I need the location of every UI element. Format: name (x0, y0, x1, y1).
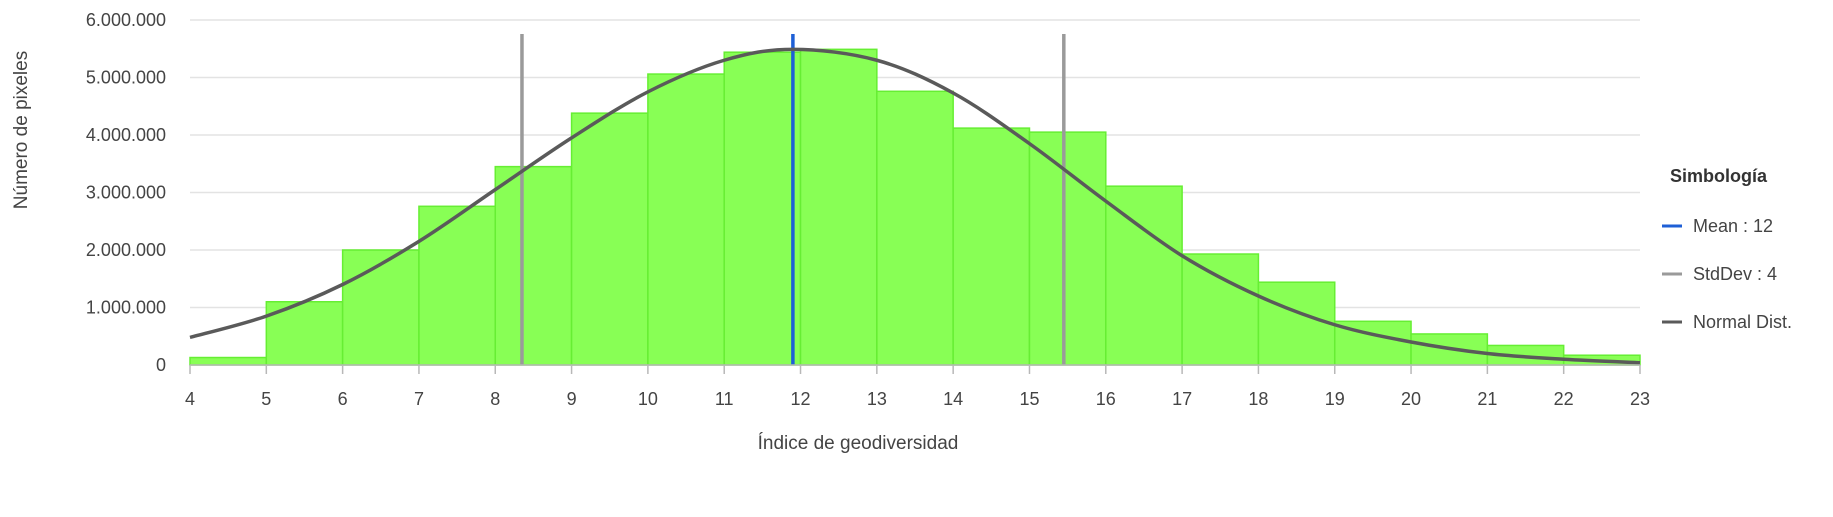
legend: Simbología Mean : 12 StdDev : 4 Normal Dis… (1662, 166, 1792, 332)
histogram-bar (723, 51, 802, 366)
x-tick-label: 13 (867, 389, 887, 409)
y-tick-label: 5.000.000 (86, 68, 166, 88)
histogram-bar (1181, 253, 1260, 366)
x-tick-label: 7 (414, 389, 424, 409)
y-tick-label: 4.000.000 (86, 125, 166, 145)
histogram-bar (799, 48, 878, 366)
x-tick-label: 20 (1401, 389, 1421, 409)
x-tick-label: 21 (1477, 389, 1497, 409)
x-tick-label: 4 (185, 389, 195, 409)
y-tick-label: 0 (156, 355, 166, 375)
x-tick-label: 8 (490, 389, 500, 409)
histogram-bar (570, 112, 649, 366)
x-axis-title: Índice de geodiversidad (758, 433, 959, 454)
y-tick-label: 1.000.000 (86, 298, 166, 318)
histogram-bars (189, 48, 1641, 366)
y-tick-label: 3.000.000 (86, 183, 166, 203)
x-tick-label: 18 (1248, 389, 1268, 409)
histogram-bar (876, 90, 954, 366)
legend-items: Mean : 12 StdDev : 4 Normal Dist. (1662, 216, 1792, 332)
legend-label: StdDev : 4 (1693, 264, 1777, 284)
histogram-bar (647, 73, 725, 366)
legend-title: Simbología (1670, 166, 1768, 186)
histogram-bar (418, 205, 497, 366)
legend-label: Mean : 12 (1693, 216, 1773, 236)
x-tick-label: 6 (338, 389, 348, 409)
x-tick-label: 11 (715, 389, 734, 409)
histogram-bar (952, 127, 1031, 366)
y-tick-label: 2.000.000 (86, 240, 166, 260)
histogram-bar (494, 165, 573, 366)
x-tick-label: 10 (638, 389, 658, 409)
x-tick-label: 15 (1019, 389, 1039, 409)
x-tick-label: 9 (567, 389, 577, 409)
x-tick-label: 19 (1325, 389, 1345, 409)
y-tick-label: 6.000.000 (86, 10, 166, 30)
normal-distribution-curve (189, 47, 1641, 365)
y-axis-title: Número de pixeles (11, 51, 32, 209)
x-tick-label: 16 (1096, 389, 1116, 409)
histogram-bar (1028, 131, 1107, 366)
histogram-bar (189, 356, 268, 366)
x-tick-label: 12 (791, 389, 811, 409)
histogram-bar (341, 249, 420, 366)
x-tick-label: 5 (261, 389, 271, 409)
legend-label: Normal Dist. (1693, 312, 1792, 332)
axes (189, 364, 1641, 374)
reference-lines (520, 34, 1066, 365)
histogram-bar (1257, 281, 1336, 366)
x-tick-label: 14 (943, 389, 963, 409)
normal-curve-layer (189, 47, 1641, 365)
x-tick-label: 22 (1554, 389, 1574, 409)
x-tick-label: 23 (1630, 389, 1650, 409)
tick-labels: 0 1.000.000 2.000.000 3.000.000 4.000.000 5.0… (86, 10, 1650, 409)
x-tick-label: 17 (1172, 389, 1192, 409)
histogram-bar (1105, 185, 1183, 366)
